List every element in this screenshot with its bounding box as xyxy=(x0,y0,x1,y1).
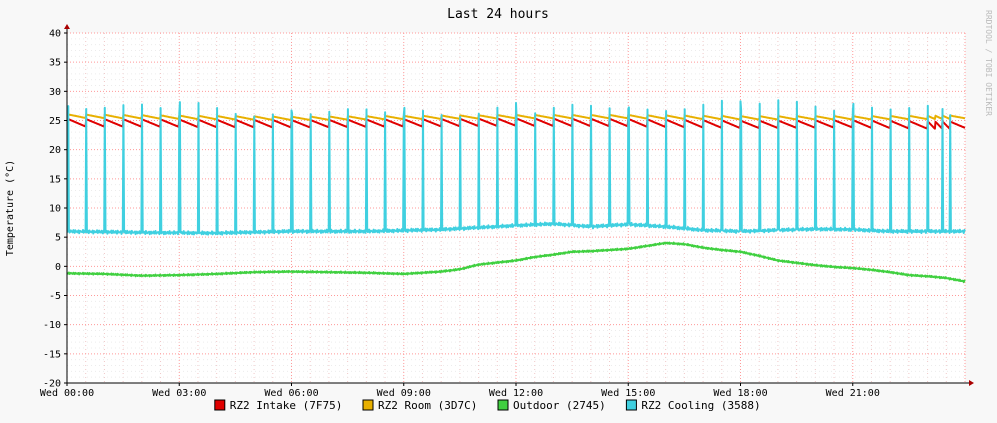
y-tick-label: 15 xyxy=(49,174,61,185)
x-tick-label: Wed 00:00 xyxy=(40,388,94,399)
y-tick-label: 40 xyxy=(49,29,61,40)
y-tick-label: -5 xyxy=(49,291,61,302)
legend-label-0: RZ2 Intake (7F75) xyxy=(230,399,343,412)
y-axis-arrow xyxy=(64,24,70,29)
x-tick-label: Wed 12:00 xyxy=(489,388,543,399)
x-tick-label: Wed 03:00 xyxy=(152,388,206,399)
legend-swatch-2 xyxy=(497,399,509,411)
y-tick-label: 30 xyxy=(49,87,61,98)
y-tick-label: 5 xyxy=(55,233,61,244)
y-tick-label: 20 xyxy=(49,145,61,156)
x-tick-label: Wed 06:00 xyxy=(264,388,318,399)
legend: RZ2 Intake (7F75) RZ2 Room (3D7C) Outdoor … xyxy=(214,399,761,412)
x-tick-label: Wed 21:00 xyxy=(826,388,880,399)
y-tick-label: 10 xyxy=(49,204,61,215)
x-tick-label: Wed 15:00 xyxy=(601,388,655,399)
chart-title: Last 24 hours xyxy=(447,7,549,22)
series-line-2 xyxy=(66,241,966,284)
legend-label-2: Outdoor (2745) xyxy=(513,399,606,412)
legend-swatch-3 xyxy=(625,399,637,411)
y-tick-label: 0 xyxy=(55,262,61,273)
legend-swatch-0 xyxy=(214,399,226,411)
series-group xyxy=(66,99,966,284)
y-tick-label: 25 xyxy=(49,116,61,127)
x-tick-label: Wed 18:00 xyxy=(713,388,767,399)
x-tick-label: Wed 09:00 xyxy=(377,388,431,399)
series-line-3 xyxy=(66,99,966,236)
legend-swatch-1 xyxy=(362,399,374,411)
y-tick-label: -20 xyxy=(43,379,61,390)
legend-label-1: RZ2 Room (3D7C) xyxy=(378,399,477,412)
y-tick-label: -10 xyxy=(43,320,61,331)
watermark-text: RRDTOOL / TOBI OETIKER xyxy=(984,10,993,116)
legend-label-3: RZ2 Cooling (3588) xyxy=(641,399,760,412)
y-tick-label: 35 xyxy=(49,58,61,69)
x-axis-arrow xyxy=(969,380,974,386)
y-tick-label: -15 xyxy=(43,349,61,360)
y-axis-label: Temperature (°C) xyxy=(5,160,16,256)
